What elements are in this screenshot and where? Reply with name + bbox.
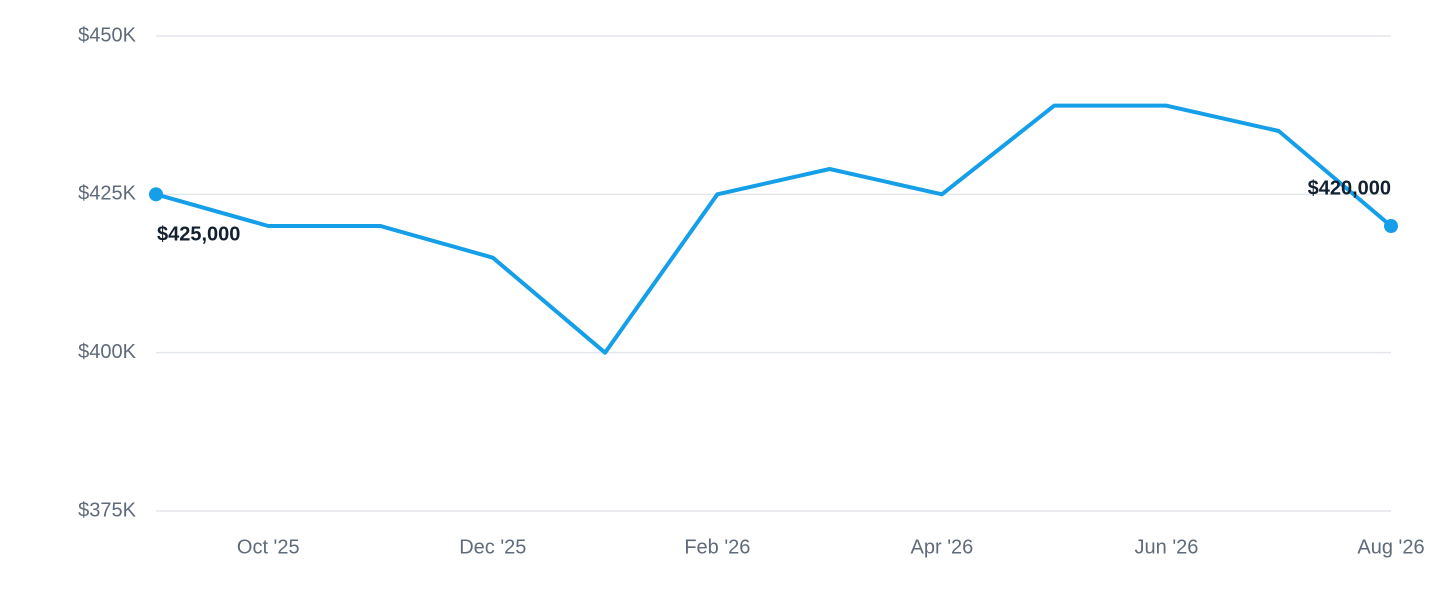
line (155, 103, 1393, 355)
value-label: $425,000 (157, 224, 240, 246)
x-tick-label: Oct '25 (237, 536, 300, 558)
x-tick-label: Dec '25 (459, 536, 526, 558)
point (149, 187, 163, 202)
x-tick-label: Aug '26 (1357, 536, 1424, 558)
x-tick-label: Apr '26 (911, 536, 974, 558)
x-tick-label: Jun '26 (1135, 536, 1199, 558)
value-label: $420,000 (1308, 177, 1391, 199)
x-tick-label: Feb '26 (684, 536, 750, 558)
point (1384, 219, 1398, 233)
y-tick-label: $425K (78, 183, 136, 205)
y-tick-label: $375K (78, 499, 136, 521)
y-tick-label: $450K (78, 24, 136, 46)
y-tick-label: $400K (78, 341, 136, 363)
